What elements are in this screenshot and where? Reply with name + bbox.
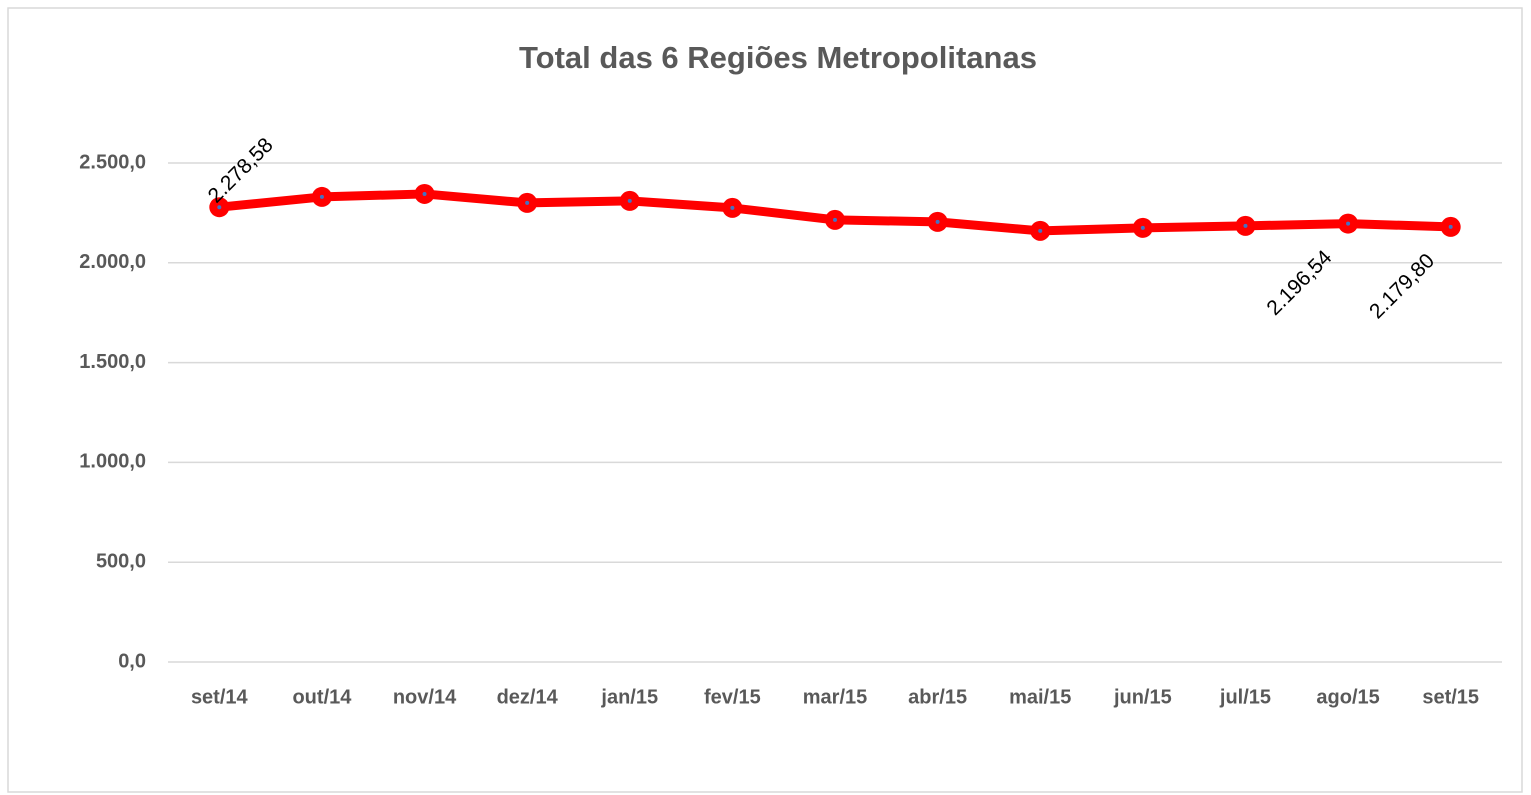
y-tick-label: 1.000,0 bbox=[79, 451, 146, 473]
x-tick-label: jun/15 bbox=[1113, 686, 1172, 708]
point-center bbox=[422, 191, 427, 196]
point-center bbox=[1346, 221, 1351, 226]
point-center bbox=[525, 200, 530, 205]
x-tick-label: abr/15 bbox=[908, 686, 967, 708]
x-tick-label: mar/15 bbox=[803, 686, 868, 708]
chart-frame bbox=[7, 7, 1523, 793]
point-center bbox=[935, 219, 940, 224]
x-tick-label: jan/15 bbox=[600, 686, 658, 708]
y-tick-label: 2.000,0 bbox=[79, 251, 146, 273]
point-center bbox=[730, 205, 735, 210]
x-tick-label: fev/15 bbox=[704, 686, 761, 708]
point-center bbox=[1038, 228, 1043, 233]
x-tick-label: dez/14 bbox=[497, 686, 559, 708]
point-center bbox=[1243, 223, 1248, 228]
y-tick-label: 500,0 bbox=[96, 550, 146, 572]
x-tick-label: out/14 bbox=[292, 686, 352, 708]
point-center bbox=[319, 194, 324, 199]
x-tick-label: ago/15 bbox=[1316, 686, 1379, 708]
point-center bbox=[1140, 225, 1145, 230]
point-center bbox=[833, 217, 837, 222]
y-tick-label: 1.500,0 bbox=[79, 351, 146, 373]
x-tick-label: set/14 bbox=[191, 686, 249, 708]
chart-title: Total das 6 Regiões Metropolitanas bbox=[519, 40, 1037, 75]
x-tick-label: mai/15 bbox=[1009, 686, 1071, 708]
x-tick-label: set/15 bbox=[1422, 686, 1479, 708]
point-center bbox=[1448, 224, 1453, 229]
x-tick-label: jul/15 bbox=[1219, 686, 1271, 708]
x-tick-label: nov/14 bbox=[393, 686, 457, 708]
y-tick-label: 0,0 bbox=[118, 650, 146, 672]
point-center bbox=[217, 205, 222, 210]
y-tick-label: 2.500,0 bbox=[79, 151, 146, 173]
point-center bbox=[627, 198, 632, 203]
